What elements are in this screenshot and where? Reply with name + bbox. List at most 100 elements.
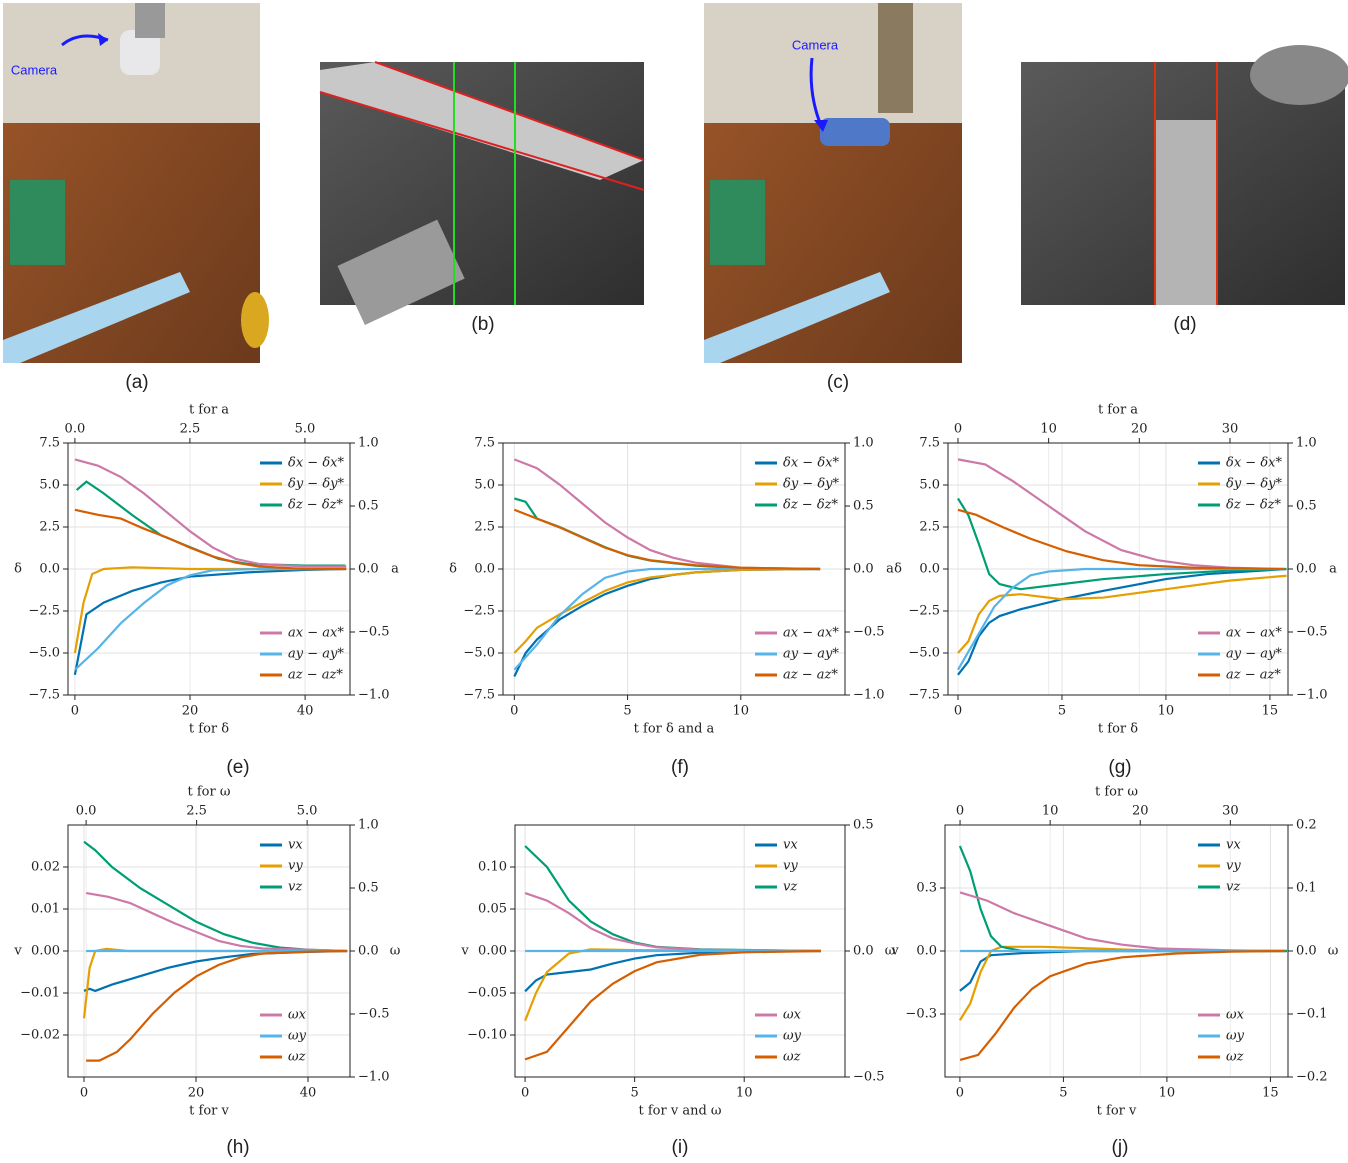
- legend-label: ay − ay*: [1226, 647, 1282, 662]
- y2-tick-label: 0.0: [853, 562, 874, 577]
- x-axis-label: t for v: [189, 1104, 229, 1119]
- y2-tick-label: 1.0: [853, 436, 874, 451]
- x2-tick-label: 0.0: [65, 422, 86, 437]
- legend-label: ωx: [288, 1008, 307, 1023]
- series-line: [514, 569, 820, 677]
- x-tick-label: 0: [80, 1086, 88, 1101]
- legend-label: az − az*: [1226, 668, 1281, 683]
- legend-label: vx: [783, 838, 798, 853]
- y-axis-label: v: [890, 944, 899, 959]
- y-tick-label: −5.0: [463, 646, 495, 661]
- photo-c: Camera: [704, 3, 962, 363]
- x2-tick-label: 10: [1042, 804, 1059, 819]
- legend-label: ay − ay*: [288, 647, 344, 662]
- chart-caption: (f): [671, 757, 689, 778]
- x-axis-label: t for v and ω: [639, 1104, 722, 1119]
- legend-label: ay − ay*: [783, 647, 839, 662]
- y2-tick-label: 0.1: [1296, 881, 1317, 896]
- y-tick-label: −0.10: [467, 1028, 507, 1043]
- x2-axis-label: t for ω: [1095, 785, 1138, 800]
- legend-label: ωx: [1226, 1008, 1245, 1023]
- legend-label: δy − δy*: [1226, 477, 1282, 492]
- y2-tick-label: 0.0: [853, 944, 874, 959]
- y2-axis-label: a: [391, 562, 399, 577]
- legend-label: ωz: [1226, 1050, 1244, 1065]
- y-tick-label: 0.01: [31, 902, 60, 917]
- legend-label: δx − δx*: [288, 456, 344, 471]
- y-axis-label: v: [460, 944, 469, 959]
- series-line: [514, 498, 820, 569]
- y-tick-label: 0.05: [478, 902, 507, 917]
- chart-caption: (h): [226, 1137, 249, 1158]
- y2-tick-label: 1.0: [1296, 436, 1317, 451]
- y-tick-label: −2.5: [28, 604, 60, 619]
- y2-tick-label: −0.5: [1296, 625, 1328, 640]
- y-tick-label: −5.0: [908, 646, 940, 661]
- y-axis-label: δ: [894, 562, 902, 577]
- y-tick-label: −5.0: [28, 646, 60, 661]
- photo-annotation: Camera: [11, 62, 58, 77]
- y2-tick-label: 1.0: [358, 436, 379, 451]
- chart: 0510150102030−0.30.00.3−0.2−0.10.00.10.2…: [890, 785, 1338, 1159]
- photo-caption: (b): [471, 314, 494, 335]
- series-line: [525, 846, 821, 951]
- y-tick-label: 0.02: [31, 860, 60, 875]
- photo-ball: [1250, 45, 1348, 105]
- legend-label: δz − δz*: [1226, 498, 1282, 513]
- y-tick-label: −7.5: [28, 688, 60, 703]
- y2-axis-label: ω: [1328, 944, 1339, 959]
- y-tick-label: 2.5: [474, 520, 495, 535]
- y2-tick-label: 1.0: [358, 818, 379, 833]
- photo-arm: [135, 3, 165, 38]
- legend-label: ωz: [288, 1050, 306, 1065]
- photo-box: [710, 180, 765, 265]
- x-tick-label: 10: [736, 1086, 753, 1101]
- y-tick-label: −0.01: [20, 986, 60, 1001]
- legend-label: vx: [1226, 838, 1241, 853]
- x2-tick-label: 2.5: [180, 422, 201, 437]
- y-tick-label: 0.0: [39, 562, 60, 577]
- photo-camera: [820, 118, 890, 146]
- legend-label: δz − δz*: [288, 498, 344, 513]
- legend-label: δy − δy*: [288, 477, 344, 492]
- photo-b: [320, 62, 644, 325]
- photo-arm: [878, 3, 913, 113]
- x-tick-label: 10: [1159, 1086, 1176, 1101]
- photo-wall: [704, 3, 962, 123]
- y2-tick-label: −0.5: [853, 625, 885, 640]
- x2-tick-label: 0: [956, 804, 964, 819]
- y2-axis-label: ω: [390, 944, 401, 959]
- legend-label: ax − ax*: [288, 626, 344, 641]
- x-tick-label: 10: [1158, 704, 1175, 719]
- y-tick-label: −0.02: [20, 1028, 60, 1043]
- x2-tick-label: 10: [1040, 422, 1057, 437]
- y-tick-label: −2.5: [463, 604, 495, 619]
- photo-caption: (c): [827, 372, 849, 393]
- legend-label: δy − δy*: [783, 477, 839, 492]
- x-tick-label: 5: [1059, 1086, 1067, 1101]
- x-tick-label: 0: [954, 704, 962, 719]
- y-tick-label: −0.3: [905, 1007, 937, 1022]
- y2-tick-label: 0.5: [853, 818, 874, 833]
- legend-label: ωy: [288, 1029, 307, 1044]
- legend-label: vy: [1226, 859, 1241, 874]
- legend-label: ωy: [783, 1029, 802, 1044]
- legend-label: az − az*: [288, 668, 343, 683]
- y-tick-label: 5.0: [919, 478, 940, 493]
- y2-tick-label: 0.0: [358, 944, 379, 959]
- x-tick-label: 15: [1262, 1086, 1279, 1101]
- legend-label: vy: [783, 859, 798, 874]
- x-tick-label: 40: [297, 704, 314, 719]
- y2-tick-label: −0.5: [853, 1070, 885, 1085]
- legend-label: vy: [288, 859, 303, 874]
- y-tick-label: −7.5: [463, 688, 495, 703]
- y-tick-label: 2.5: [39, 520, 60, 535]
- y-tick-label: 7.5: [919, 436, 940, 451]
- y-tick-label: 0.0: [474, 562, 495, 577]
- chart: 020400.02.55.0−0.02−0.010.000.010.02−1.0…: [13, 785, 400, 1159]
- x-axis-label: t for v: [1097, 1104, 1137, 1119]
- x-tick-label: 5: [631, 1086, 639, 1101]
